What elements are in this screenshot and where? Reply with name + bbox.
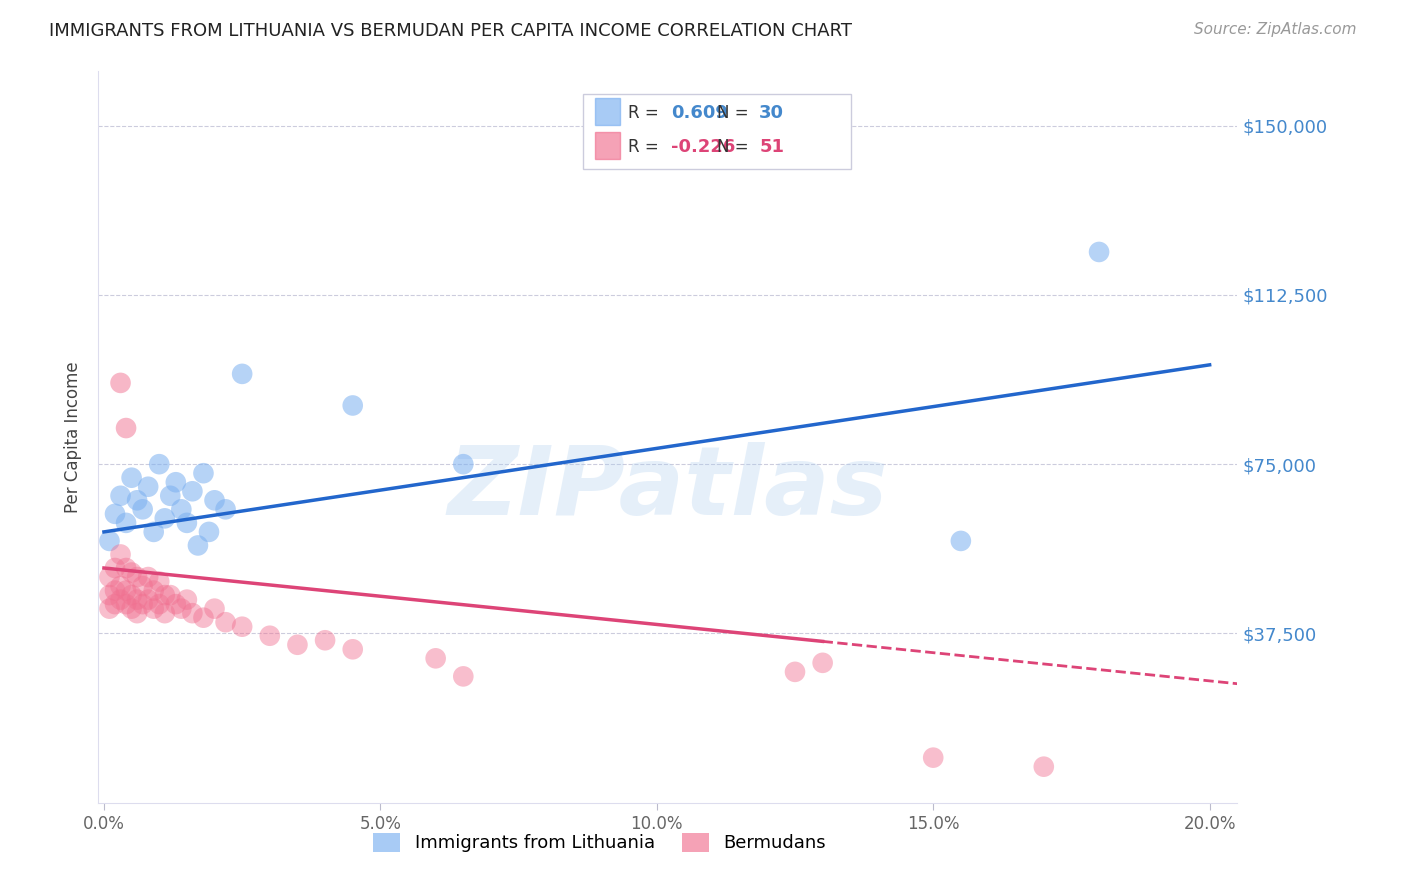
- Point: [115, 561, 138, 575]
- Point: [198, 524, 221, 539]
- Text: Source: ZipAtlas.com: Source: ZipAtlas.com: [1194, 22, 1357, 37]
- Point: [287, 638, 309, 652]
- Legend: Immigrants from Lithuania, Bermudans: Immigrants from Lithuania, Bermudans: [366, 826, 834, 860]
- Point: [193, 610, 215, 624]
- Point: [142, 524, 165, 539]
- Point: [1088, 244, 1111, 259]
- Text: 51: 51: [759, 138, 785, 156]
- Point: [811, 656, 834, 670]
- Point: [148, 597, 170, 611]
- Point: [98, 601, 121, 615]
- Point: [783, 665, 806, 679]
- Point: [949, 533, 972, 548]
- Text: 30: 30: [759, 104, 785, 122]
- Point: [136, 480, 159, 494]
- Point: [193, 466, 215, 480]
- Point: [231, 367, 253, 381]
- Point: [181, 484, 204, 499]
- Point: [104, 583, 127, 598]
- Text: -0.226: -0.226: [671, 138, 735, 156]
- Point: [110, 489, 132, 503]
- Point: [98, 533, 121, 548]
- Point: [131, 597, 153, 611]
- Text: R =: R =: [628, 104, 665, 122]
- Point: [110, 548, 132, 562]
- Point: [110, 592, 132, 607]
- Text: 0.609: 0.609: [671, 104, 727, 122]
- Point: [142, 601, 165, 615]
- Point: [176, 516, 198, 530]
- Point: [153, 588, 176, 602]
- Point: [131, 579, 153, 593]
- Point: [1032, 760, 1054, 774]
- Point: [181, 606, 204, 620]
- Point: [214, 615, 236, 630]
- Point: [110, 376, 132, 390]
- Text: R =: R =: [628, 138, 665, 156]
- Point: [153, 606, 176, 620]
- Text: IMMIGRANTS FROM LITHUANIA VS BERMUDAN PER CAPITA INCOME CORRELATION CHART: IMMIGRANTS FROM LITHUANIA VS BERMUDAN PE…: [49, 22, 852, 40]
- Point: [170, 502, 193, 516]
- Point: [115, 583, 138, 598]
- Point: [214, 502, 236, 516]
- Text: ZIPatlas: ZIPatlas: [447, 442, 889, 535]
- Point: [127, 606, 149, 620]
- Point: [121, 601, 143, 615]
- Point: [131, 502, 153, 516]
- Point: [165, 475, 187, 490]
- Point: [115, 516, 138, 530]
- Point: [98, 588, 121, 602]
- Point: [453, 457, 475, 471]
- Point: [170, 601, 193, 615]
- Point: [98, 570, 121, 584]
- Point: [148, 574, 170, 589]
- Point: [127, 570, 149, 584]
- Point: [159, 489, 181, 503]
- Point: [342, 642, 364, 657]
- Point: [121, 471, 143, 485]
- Point: [453, 669, 475, 683]
- Point: [121, 588, 143, 602]
- Point: [259, 629, 281, 643]
- Point: [165, 597, 187, 611]
- Point: [204, 493, 226, 508]
- Point: [104, 597, 127, 611]
- Point: [314, 633, 336, 648]
- Point: [104, 507, 127, 521]
- Text: N =: N =: [717, 104, 754, 122]
- Point: [148, 457, 170, 471]
- Point: [127, 592, 149, 607]
- Point: [176, 592, 198, 607]
- Point: [121, 566, 143, 580]
- Point: [115, 421, 138, 435]
- Point: [136, 592, 159, 607]
- Point: [342, 399, 364, 413]
- Point: [187, 538, 209, 552]
- Point: [104, 561, 127, 575]
- Point: [142, 583, 165, 598]
- Point: [159, 588, 181, 602]
- Text: N =: N =: [717, 138, 754, 156]
- Point: [115, 597, 138, 611]
- Point: [231, 620, 253, 634]
- Point: [136, 570, 159, 584]
- Point: [153, 511, 176, 525]
- Y-axis label: Per Capita Income: Per Capita Income: [65, 361, 83, 513]
- Point: [127, 493, 149, 508]
- Point: [922, 750, 945, 764]
- Point: [110, 579, 132, 593]
- Point: [425, 651, 447, 665]
- Point: [204, 601, 226, 615]
